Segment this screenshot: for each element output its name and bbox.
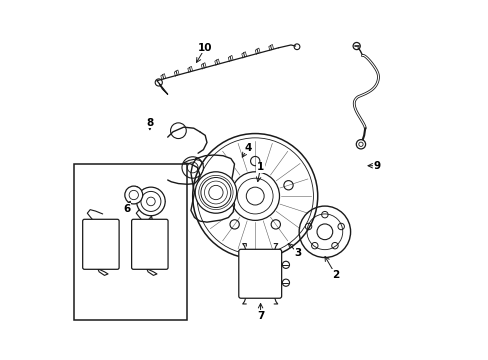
FancyBboxPatch shape — [131, 219, 168, 269]
FancyBboxPatch shape — [82, 219, 119, 269]
Text: 9: 9 — [372, 161, 380, 171]
Circle shape — [136, 187, 165, 216]
Text: 6: 6 — [123, 203, 130, 213]
Text: 7: 7 — [256, 311, 264, 321]
Bar — [74, 164, 186, 320]
Text: 4: 4 — [244, 143, 251, 153]
Circle shape — [195, 172, 236, 213]
Text: 10: 10 — [198, 43, 212, 53]
Text: 8: 8 — [146, 118, 153, 128]
Text: 3: 3 — [294, 248, 301, 258]
FancyBboxPatch shape — [238, 249, 281, 298]
Circle shape — [356, 140, 365, 149]
Polygon shape — [190, 155, 234, 222]
Text: 2: 2 — [331, 270, 339, 280]
Text: 5: 5 — [144, 227, 151, 237]
Text: 1: 1 — [256, 162, 264, 172]
Circle shape — [124, 186, 142, 204]
